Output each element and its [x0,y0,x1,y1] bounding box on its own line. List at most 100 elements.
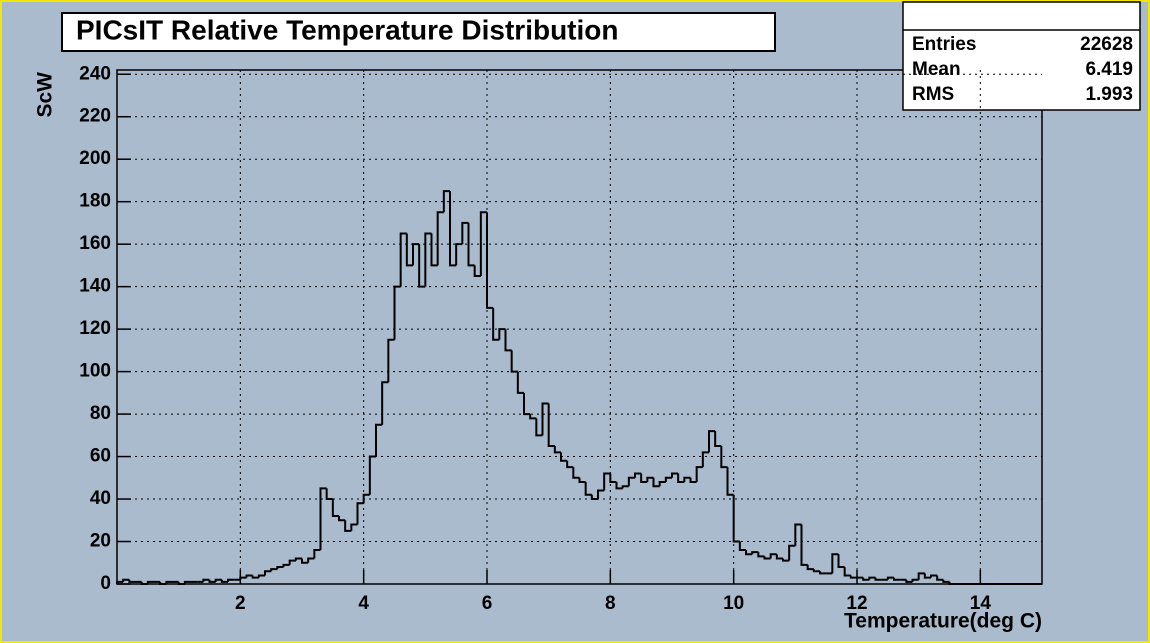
histogram-bin [615,482,623,490]
histogram-bin [911,578,919,582]
histogram-bin [282,563,290,568]
histogram-bin [837,554,845,569]
histogram-bin [264,570,272,576]
y-tick-label: 100 [79,361,111,382]
histogram-bin [714,431,722,447]
histogram-bin [751,551,759,555]
histogram-bin [948,581,956,585]
histogram-bin [449,191,457,267]
histogram-bin [930,574,938,578]
histogram-bin [843,567,851,577]
x-tick-label: 12 [846,593,867,614]
histogram-bin [572,467,580,479]
stats-value: 6.419 [1085,59,1133,80]
histogram-bin [597,489,605,500]
x-tick-label: 8 [605,593,616,614]
histogram-bin [146,580,154,584]
histogram-bin [214,578,222,582]
histogram-bin [504,329,512,352]
histogram-bin [430,233,438,267]
histogram-bin [745,550,753,556]
histogram-bin [646,476,654,483]
histogram-bin [338,516,346,522]
histogram-bin [683,476,691,483]
histogram-bin [560,452,568,462]
histogram-bin [436,211,444,266]
histogram-bin [356,502,364,525]
y-tick-label: 0 [100,573,111,594]
histogram-bin [159,581,167,585]
y-tick-label: 140 [79,276,111,297]
histogram-bin [923,573,931,579]
histogram-bin [251,575,259,579]
histogram-bin [399,232,407,287]
y-tick-label: 60 [90,446,111,467]
histogram-bin [257,574,265,578]
x-tick-label: 2 [235,593,246,614]
y-tick-label: 80 [90,403,111,424]
histogram-bin [362,493,370,504]
histogram-bin [122,578,130,582]
histogram-bin [621,485,629,489]
y-tick-label: 240 [79,63,111,84]
histogram-bin [609,473,617,484]
histogram-bin [202,578,210,582]
histogram-bin [375,423,383,457]
histogram-bin [819,571,827,575]
histogram-bin [800,524,808,566]
histogram-bin [523,392,531,416]
histogram-bin [387,338,395,383]
histogram-bin [245,574,253,578]
histogram-bin [535,418,543,437]
histogram-bin [763,556,771,560]
y-tick-label: 200 [79,148,111,169]
histogram-bin [849,575,857,579]
histogram-bin [116,580,124,584]
histogram-bin [634,472,642,478]
histogram-bin [917,572,925,580]
histogram-bin [331,499,339,518]
histogram-bin [553,445,561,454]
histogram-bin [757,552,765,558]
histogram-bin [590,494,598,501]
stats-label: RMS [912,84,954,105]
y-tick-label: 20 [90,531,111,552]
y-tick-label: 220 [79,106,111,127]
stats-label: Mean [912,59,961,80]
plot-frame [116,69,1043,585]
histogram-bin [547,403,555,447]
histogram-bin [695,466,703,483]
histogram-bin [794,523,802,546]
histogram-bin [806,564,814,571]
histogram-bin [301,558,309,564]
histogram-bin [492,307,500,341]
histogram-bin [393,285,401,340]
stats-value: 22628 [1080,34,1133,55]
histogram-bin [788,544,796,561]
histogram-bin [566,460,574,469]
histogram-bin [905,579,913,583]
histogram-bin [603,472,611,491]
histogram-bin [498,328,506,340]
histogram-bin [442,190,450,213]
histogram-bin [486,212,494,309]
histogram-bin [424,232,432,287]
histogram-bin [412,243,420,266]
y-tick-label: 40 [90,488,111,509]
stats-value: 1.993 [1085,84,1133,105]
histogram-bin [769,553,777,559]
x-tick-label: 14 [970,593,992,614]
histogram-bin [782,558,790,562]
x-tick-label: 6 [482,593,493,614]
histogram-bin [677,473,685,484]
histogram-bin [227,578,235,582]
y-tick-label: 180 [79,191,111,212]
y-axis-label: ScW [34,72,57,118]
histogram-bin [658,481,666,487]
y-tick-label: 160 [79,233,111,254]
histogram-bin [720,445,728,469]
histogram-bin [381,381,389,425]
histogram-bin [732,494,740,543]
histogram-bin [862,577,870,581]
